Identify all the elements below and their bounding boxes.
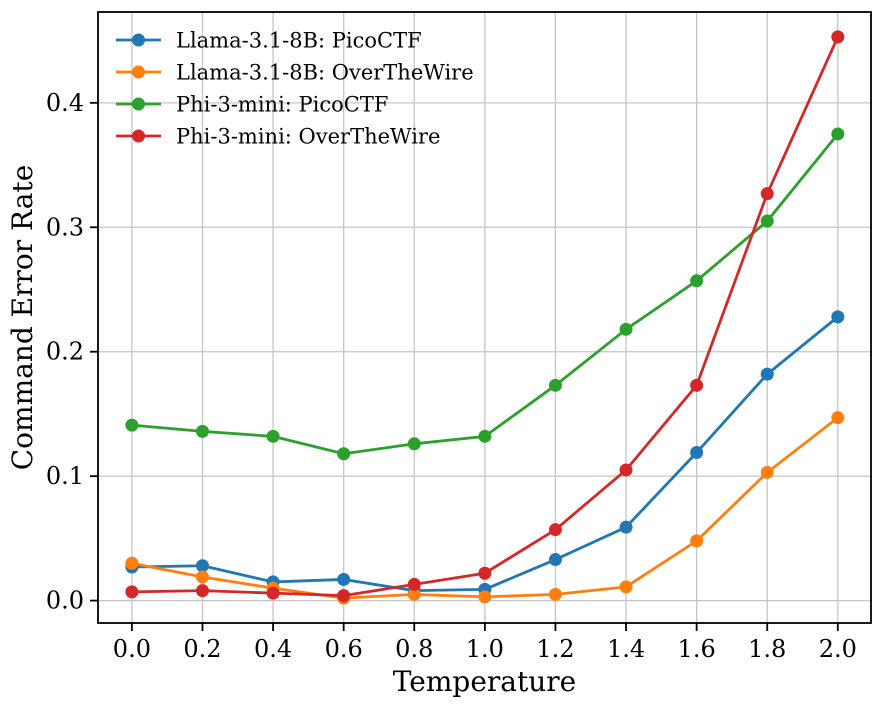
legend-marker-phi-3-mini-overthewire [132, 129, 145, 143]
series-phi-3-mini-picoctf [125, 127, 845, 461]
data-point-phi-3-mini-picoctf-1.0 [478, 429, 492, 443]
data-point-phi-3-mini-picoctf-0.2 [195, 424, 209, 438]
data-point-llama-3-1-8b-picoctf-1.4 [619, 520, 633, 534]
legend-marker-phi-3-mini-picoctf [132, 97, 145, 111]
data-point-phi-3-mini-overthewire-0.0 [125, 585, 139, 599]
data-point-phi-3-mini-overthewire-1.6 [690, 378, 704, 392]
data-point-llama-3-1-8b-overthewire-2.0 [831, 411, 845, 425]
x-tick-label-0.8: 0.8 [395, 635, 433, 663]
x-tick-label-0.0: 0.0 [113, 635, 151, 663]
y-tick-label-0.2: 0.2 [46, 338, 84, 366]
data-point-phi-3-mini-overthewire-1.0 [478, 566, 492, 580]
data-point-phi-3-mini-picoctf-1.2 [548, 378, 562, 392]
data-point-llama-3-1-8b-overthewire-1.4 [619, 580, 633, 594]
legend-item-phi-3-mini-overthewire: Phi-3-mini: OverTheWire [116, 125, 440, 149]
data-point-llama-3-1-8b-overthewire-0.0 [125, 556, 139, 570]
x-tick-label-0.4: 0.4 [254, 635, 292, 663]
legend-label-phi-3-mini-overthewire: Phi-3-mini: OverTheWire [176, 125, 440, 149]
data-point-phi-3-mini-picoctf-1.4 [619, 322, 633, 336]
x-axis: 0.0 0.2 0.4 0.6 0.8 1.0 1.2 1.4 1.6 1.8 2.0 [113, 623, 857, 663]
x-tick-label-2.0: 2.0 [819, 635, 857, 663]
data-point-phi-3-mini-overthewire-0.8 [407, 577, 421, 591]
x-tick-label-1.4: 1.4 [607, 635, 645, 663]
series-phi-3-mini-overthewire [125, 30, 845, 603]
data-point-llama-3-1-8b-picoctf-1.6 [690, 446, 704, 460]
data-point-phi-3-mini-picoctf-1.6 [690, 274, 704, 288]
x-axis-label: Temperature [393, 665, 576, 698]
data-point-llama-3-1-8b-picoctf-2.0 [831, 310, 845, 324]
data-point-llama-3-1-8b-overthewire-1.8 [760, 465, 774, 479]
x-tick-label-1.6: 1.6 [678, 635, 716, 663]
data-point-llama-3-1-8b-picoctf-1.2 [548, 553, 562, 567]
data-point-llama-3-1-8b-overthewire-0.8 [407, 587, 421, 601]
data-point-phi-3-mini-overthewire-1.4 [619, 463, 633, 477]
data-point-llama-3-1-8b-overthewire-1.2 [548, 587, 562, 601]
legend-item-phi-3-mini-picoctf: Phi-3-mini: PicoCTF [116, 93, 388, 117]
legend-label-llama-3-1-8b-overthewire: Llama-3.1-8B: OverTheWire [176, 61, 474, 85]
data-point-phi-3-mini-picoctf-0.0 [125, 418, 139, 432]
data-point-phi-3-mini-overthewire-1.2 [548, 523, 562, 537]
data-point-phi-3-mini-picoctf-2.0 [831, 127, 845, 141]
legend-item-llama-3-1-8b-overthewire: Llama-3.1-8B: OverTheWire [116, 61, 474, 85]
legend-marker-llama-3-1-8b-overthewire [132, 65, 145, 79]
y-tick-label-0.4: 0.4 [46, 89, 84, 117]
data-point-phi-3-mini-overthewire-2.0 [831, 30, 845, 44]
data-point-phi-3-mini-picoctf-0.4 [266, 429, 280, 443]
legend-item-llama-3-1-8b-picoctf: Llama-3.1-8B: PicoCTF [116, 29, 422, 53]
data-point-phi-3-mini-overthewire-0.4 [266, 586, 280, 600]
data-point-llama-3-1-8b-picoctf-1.8 [760, 367, 774, 381]
y-tick-label-0.0: 0.0 [46, 587, 84, 615]
x-tick-label-1.2: 1.2 [536, 635, 574, 663]
data-point-llama-3-1-8b-overthewire-0.2 [195, 570, 209, 584]
data-point-phi-3-mini-picoctf-1.8 [760, 214, 774, 228]
data-point-phi-3-mini-picoctf-0.6 [337, 447, 351, 461]
data-point-phi-3-mini-overthewire-0.2 [195, 584, 209, 598]
y-axis: 0.0 0.1 0.2 0.3 0.4 [46, 89, 98, 615]
data-point-llama-3-1-8b-overthewire-1.0 [478, 590, 492, 604]
data-point-phi-3-mini-picoctf-0.8 [407, 437, 421, 451]
x-tick-label-1.8: 1.8 [748, 635, 786, 663]
x-tick-label-0.6: 0.6 [325, 635, 363, 663]
x-tick-label-1.0: 1.0 [466, 635, 504, 663]
data-point-phi-3-mini-overthewire-0.6 [337, 589, 351, 603]
y-tick-label-0.3: 0.3 [46, 213, 84, 241]
data-point-llama-3-1-8b-picoctf-0.2 [195, 559, 209, 573]
legend: Llama-3.1-8B: PicoCTF Llama-3.1-8B: OverT… [116, 29, 474, 149]
y-axis-label: Command Error Rate [6, 165, 39, 471]
data-point-llama-3-1-8b-overthewire-1.6 [690, 534, 704, 548]
data-point-llama-3-1-8b-picoctf-0.6 [337, 572, 351, 586]
legend-label-phi-3-mini-picoctf: Phi-3-mini: PicoCTF [176, 93, 388, 117]
data-point-phi-3-mini-overthewire-1.8 [760, 187, 774, 201]
legend-marker-llama-3-1-8b-picoctf [132, 33, 145, 47]
legend-label-llama-3-1-8b-picoctf: Llama-3.1-8B: PicoCTF [176, 29, 422, 53]
y-tick-label-0.1: 0.1 [46, 462, 84, 490]
x-tick-label-0.2: 0.2 [183, 635, 221, 663]
